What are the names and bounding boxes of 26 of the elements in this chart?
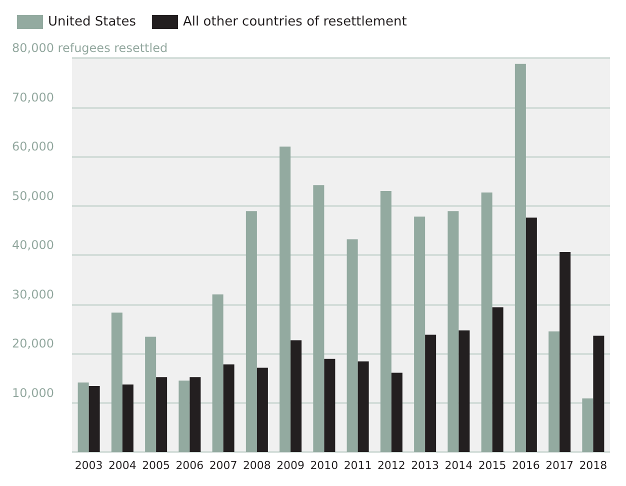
x-tick-label: 2006 xyxy=(176,459,204,472)
y-tick-label: 50,000 xyxy=(12,188,54,203)
x-tick-label: 2013 xyxy=(411,459,440,472)
x-tick-label: 2018 xyxy=(579,459,608,472)
x-tick-label: 2007 xyxy=(209,459,238,472)
x-tick-label: 2009 xyxy=(276,459,305,472)
x-tick-label: 2016 xyxy=(512,459,540,472)
x-tick-label: 2015 xyxy=(478,459,506,472)
x-tick-label: 2017 xyxy=(546,459,574,472)
legend-label: United States xyxy=(48,14,136,30)
y-tick-label: 20,000 xyxy=(12,336,54,350)
y-tick-label: 40,000 xyxy=(12,238,54,252)
y-tick-label: 80,000 refugees resettled xyxy=(12,41,168,55)
legend-label: All other countries of resettlement xyxy=(183,14,407,30)
y-tick-label: 30,000 xyxy=(12,287,54,302)
x-tick-label: 2014 xyxy=(444,459,473,472)
y-tick-label: 70,000 xyxy=(12,90,54,104)
y-tick-label: 10,000 xyxy=(12,386,54,400)
x-tick-label: 2012 xyxy=(377,459,406,472)
x-tick-label: 2004 xyxy=(108,459,136,472)
y-tick-label: 60,000 xyxy=(12,140,54,154)
x-tick-label: 2010 xyxy=(310,459,338,472)
x-tick-label: 2005 xyxy=(142,459,170,472)
x-tick-label: 2011 xyxy=(344,459,372,472)
x-tick-label: 2008 xyxy=(242,459,271,472)
x-tick-label: 2003 xyxy=(74,459,103,472)
